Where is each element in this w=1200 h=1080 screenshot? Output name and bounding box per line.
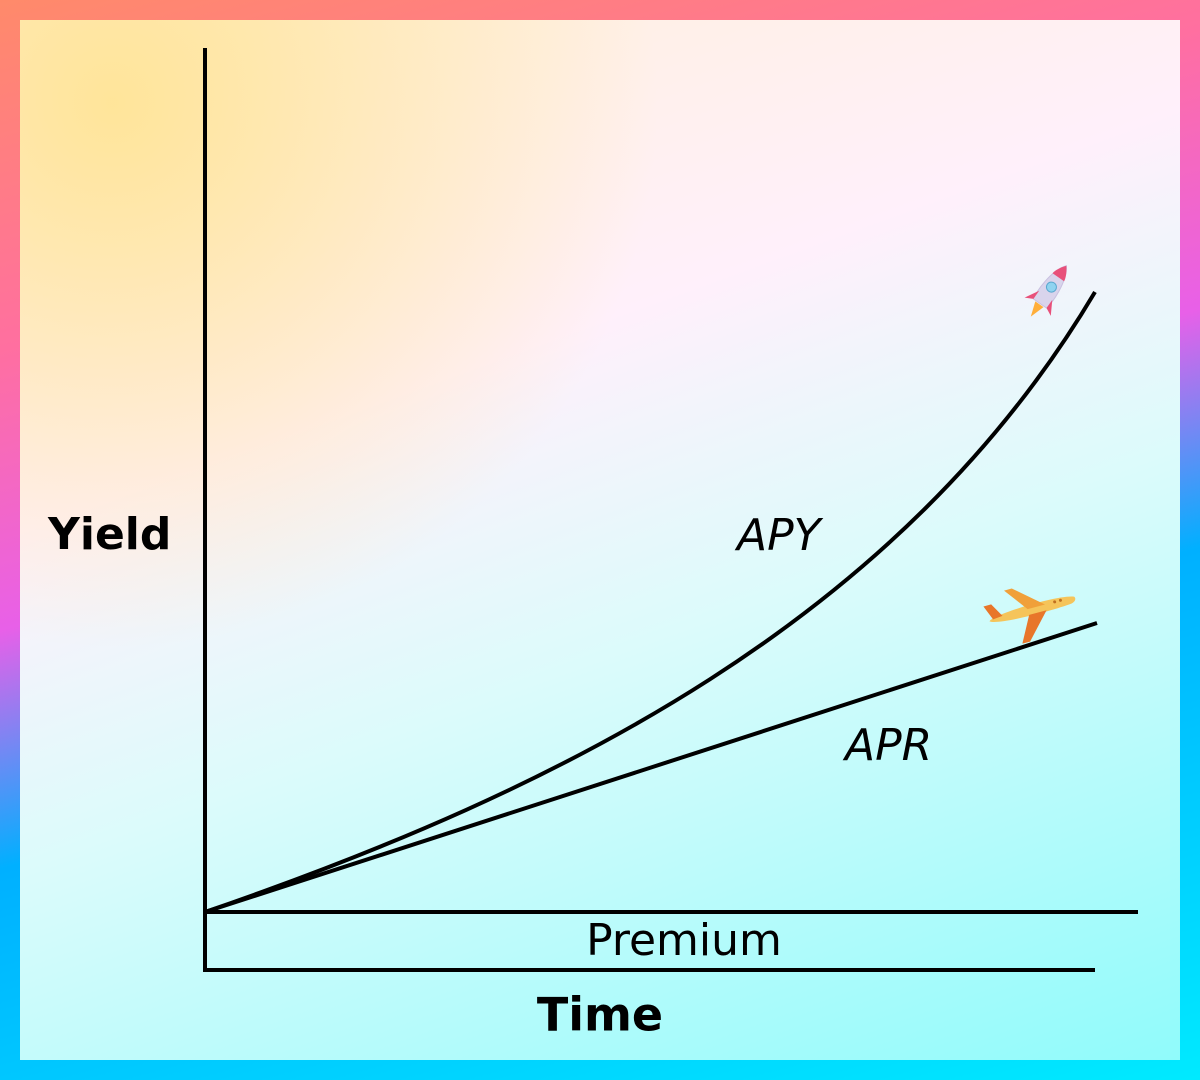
y-axis-label: Yield <box>47 509 171 560</box>
x-axis-label: Time <box>537 988 663 1042</box>
canvas <box>20 20 1180 1060</box>
apr-line <box>204 621 1098 914</box>
curve-label: APY <box>734 510 824 561</box>
rocket-icon <box>1024 265 1067 317</box>
apy-curve <box>204 290 1097 914</box>
band-label: Premium <box>586 915 782 966</box>
curve-label: APR <box>842 720 932 771</box>
plane-icon <box>983 588 1076 644</box>
